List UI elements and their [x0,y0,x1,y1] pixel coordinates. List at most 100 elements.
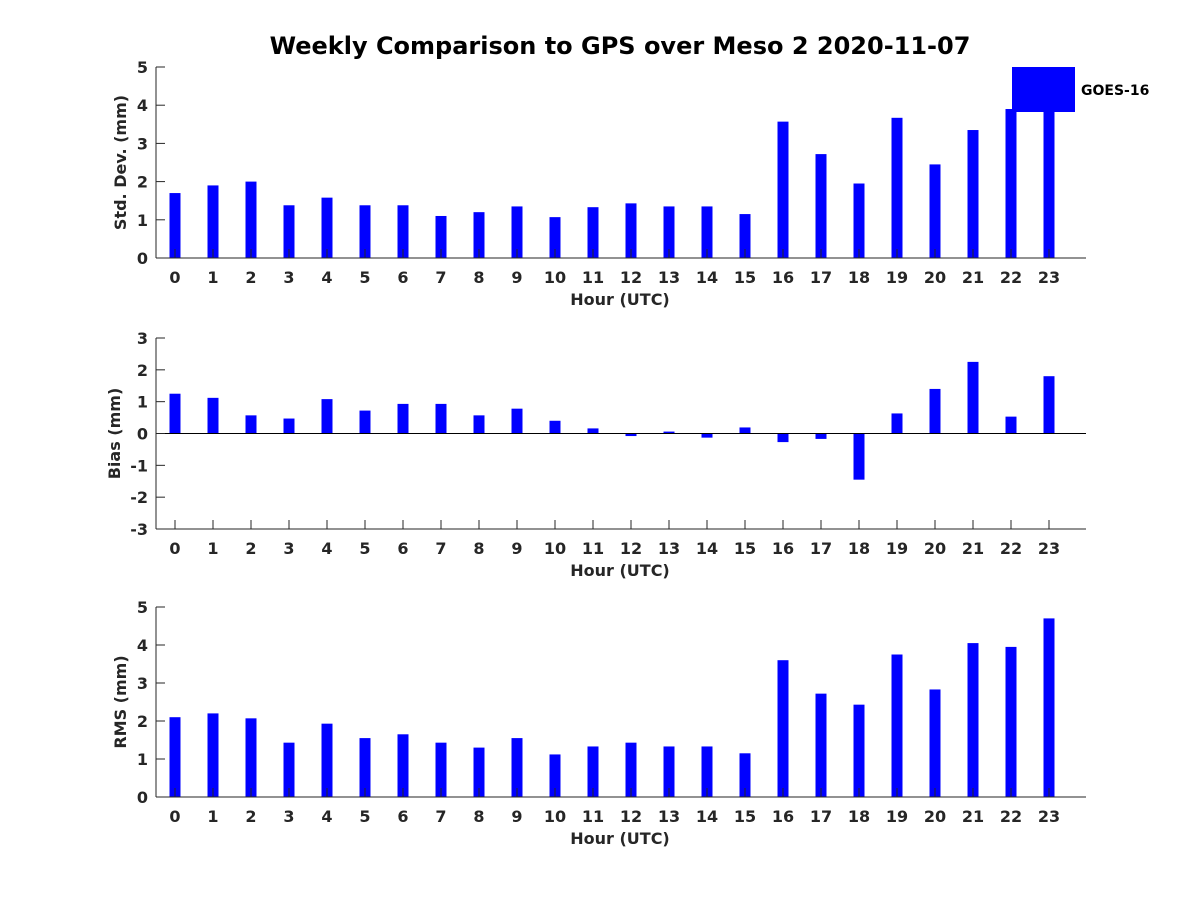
std-dev-bar-15 [739,214,751,258]
std-dev-x-tick-label: 16 [772,268,794,287]
bias-x-tick-label: 10 [544,539,566,558]
rms-x-tick-label: 1 [207,807,218,826]
std-dev-bar-10 [549,217,561,258]
bias-x-tick-label: 7 [435,539,446,558]
rms-bar-23 [1043,618,1055,797]
rms-bar-2 [245,718,257,797]
std-dev-x-tick-label: 4 [321,268,332,287]
rms-bar-8 [473,747,485,797]
rms-x-tick-label: 14 [696,807,718,826]
bias-bar-6 [397,403,409,434]
bias-y-tick-label: -2 [130,488,148,507]
std-dev-x-tick-label: 22 [1000,268,1022,287]
std-dev-x-tick-label: 0 [169,268,180,287]
bias-bar-17 [815,433,827,439]
rms-x-tick-label: 2 [245,807,256,826]
rms-x-tick-label: 7 [435,807,446,826]
rms-bar-0 [169,717,181,797]
std-dev-y-tick-label: 2 [137,173,148,192]
bias-bar-8 [473,415,485,434]
rms-x-tick-label: 21 [962,807,984,826]
rms-y-tick-label: 2 [137,712,148,731]
std-dev-bar-21 [967,130,979,258]
rms-x-tick-label: 23 [1038,807,1060,826]
std-dev-x-tick-label: 21 [962,268,984,287]
rms-bar-16 [777,660,789,797]
bias-y-tick-label: -3 [130,520,148,539]
std-dev-x-tick-label: 2 [245,268,256,287]
std-dev-bar-7 [435,215,447,258]
rms-bar-10 [549,754,561,797]
rms-x-tick-label: 19 [886,807,908,826]
std-dev-bar-2 [245,181,257,258]
std-dev-x-tick-label: 14 [696,268,718,287]
std-dev-bar-4 [321,197,333,258]
std-dev-x-tick-label: 9 [511,268,522,287]
std-dev-x-tick-label: 19 [886,268,908,287]
rms-bar-13 [663,746,675,797]
bias-x-tick-label: 4 [321,539,332,558]
rms-x-tick-label: 8 [473,807,484,826]
std-dev-x-tick-label: 23 [1038,268,1060,287]
rms-bar-20 [929,689,941,797]
bias-bar-12 [625,433,637,437]
std-dev-x-tick-label: 1 [207,268,218,287]
std-dev-x-axis-label: Hour (UTC) [570,290,670,309]
bias-bar-20 [929,388,941,434]
bias-x-tick-label: 12 [620,539,642,558]
bias-bar-15 [739,427,751,434]
bias-bar-5 [359,410,371,434]
std-dev-bar-6 [397,205,409,258]
rms-y-tick-label: 4 [137,636,148,655]
bias-x-tick-label: 16 [772,539,794,558]
bias-y-tick-label: -1 [130,456,148,475]
bias-x-tick-label: 6 [397,539,408,558]
rms-bar-7 [435,742,447,797]
std-dev-bar-22 [1005,109,1017,259]
std-dev-x-tick-label: 6 [397,268,408,287]
std-dev-bar-1 [207,185,219,258]
std-dev-bar-3 [283,205,295,258]
rms-bar-22 [1005,646,1017,797]
std-dev-bar-16 [777,121,789,258]
std-dev-bar-14 [701,206,713,258]
rms-x-tick-label: 4 [321,807,332,826]
std-dev-bar-12 [625,203,637,258]
rms-bar-14 [701,746,713,797]
bias-bar-2 [245,415,257,434]
std-dev-x-tick-label: 5 [359,268,370,287]
rms-x-tick-label: 15 [734,807,756,826]
std-dev-y-tick-label: 0 [137,249,148,268]
bias-y-axis-label: Bias (mm) [105,388,124,480]
rms-bar-3 [283,742,295,797]
bias-x-tick-label: 11 [582,539,604,558]
bias-x-tick-label: 20 [924,539,946,558]
bias-x-tick-label: 8 [473,539,484,558]
bias-bar-14 [701,433,713,438]
std-dev-bar-19 [891,117,903,258]
rms-bar-6 [397,734,409,797]
std-dev-x-tick-label: 20 [924,268,946,287]
std-dev-bar-20 [929,164,941,258]
bias-bar-11 [587,428,599,434]
legend-swatch [1012,67,1075,112]
std-dev-bar-11 [587,207,599,258]
std-dev-y-tick-label: 5 [137,58,148,77]
std-dev-bar-5 [359,205,371,258]
rms-bar-17 [815,693,827,797]
bias-x-tick-label: 23 [1038,539,1060,558]
bias-x-axis-label: Hour (UTC) [570,561,670,580]
bias-x-tick-label: 14 [696,539,718,558]
legend: GOES-16 [1012,67,1149,112]
rms-x-tick-label: 11 [582,807,604,826]
std-dev-bar-13 [663,206,675,258]
rms-x-tick-label: 5 [359,807,370,826]
rms-y-tick-label: 1 [137,750,148,769]
bias-bar-21 [967,361,979,434]
bias-x-tick-label: 9 [511,539,522,558]
